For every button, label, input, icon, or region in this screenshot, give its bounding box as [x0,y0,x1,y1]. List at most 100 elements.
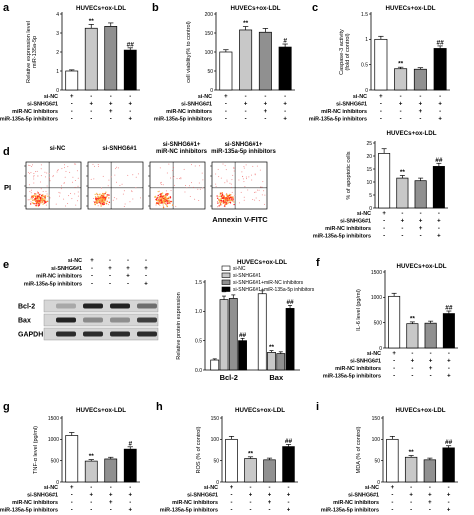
cell-dot [48,176,50,178]
condition-sign: - [410,500,412,506]
text-line: miR-NC inhibitors [156,149,208,155]
condition-sign: + [109,493,113,499]
cell-dot [161,192,163,194]
cell-dot [97,164,99,166]
significance-mark: ## [239,332,247,339]
significance-mark: ## [286,299,294,306]
cell-dot [35,171,37,173]
cell-dot [160,193,162,195]
cell-dot [218,205,220,207]
text-line: miR-135a-5p inhibitors [211,149,276,155]
cell-dot [174,184,176,186]
condition-sign: + [287,508,291,514]
condition-sign: + [411,359,415,365]
cell-dot [32,202,35,205]
bar-2 [104,26,118,91]
cell-dot [105,191,107,193]
cell-dot [194,165,196,167]
cell-dot [27,171,29,173]
protein-band [110,303,130,309]
significance-mark: ## [445,439,453,446]
condition-sign: + [128,117,132,123]
condition-sign: - [71,109,73,115]
condition-sign: - [400,109,402,115]
y-axis-label: Relative protein expression [176,292,182,359]
condition-label: si-NC [198,94,212,100]
condition-sign: - [245,109,247,115]
cell-dot [43,196,45,198]
cell-dot [220,192,222,195]
bar-3 [432,166,445,209]
cell-dot [242,176,244,178]
cell-dot [96,193,98,195]
condition-sign: + [224,94,228,100]
cell-dot [227,195,229,198]
cell-dot [102,196,105,198]
cell-dot [97,199,99,201]
cell-dot [161,202,163,204]
cell-dot [121,183,123,185]
text-line: MDA (% of control) [356,426,362,473]
band-label: GAPDH [18,332,43,339]
cell-dot [161,196,164,198]
cell-dot [60,185,62,187]
condition-sign: - [411,366,413,372]
cell-dot [45,190,47,192]
cell-dot [93,200,95,202]
cell-dot [218,198,221,201]
panel-letter: e [3,259,9,271]
flow-panel-label: si-SNHG6#1+ miR-135a-5p inhibitors [211,142,276,155]
cell-dot [242,178,244,180]
significance-mark: ** [243,20,249,27]
cell-dot [252,165,254,167]
cell-dot [163,195,165,197]
condition-label: miR-NC inhibitors [335,366,381,372]
cell-dot [35,202,37,205]
chart-title: HUVECs+ox-LDL [385,5,435,12]
cell-dot [44,201,47,204]
cell-dot [93,198,95,200]
cell-dot [173,176,175,178]
cell-dot [229,202,232,204]
cell-dot [102,197,104,200]
condition-sign: + [382,211,386,217]
condition-sign: - [383,234,385,240]
cell-dot [166,205,168,208]
cell-dot [164,198,166,201]
condition-sign: - [71,508,73,514]
bar-Bcl-2-1 [219,299,229,371]
cell-dot [165,195,167,197]
y-tick-label: 0 [56,480,59,486]
cell-dot [32,199,34,201]
cell-dot [44,171,46,173]
cell-dot [251,179,253,181]
condition-label: miR-NC inhibitors [166,109,212,115]
bar-1 [244,458,257,483]
cell-dot [238,202,240,204]
cell-dot [74,193,76,195]
cell-dot [102,200,105,202]
cell-dot [247,189,249,191]
protein-band [137,303,157,309]
condition-sign: - [129,500,131,506]
panel-letter: a [3,2,10,14]
condition-sign: - [410,485,412,491]
cell-dot [217,168,219,170]
chart-panel-c: c HUVECs+ox-LDL 0 0.5 1 1.5 Caspase-3 activity… [309,2,450,123]
cell-dot [115,168,117,170]
condition-label: si-SNHG6#1 [27,493,58,499]
condition-sign: - [380,109,382,115]
cell-dot [231,179,233,181]
condition-label: miR-NC inhibitors [36,274,82,280]
cell-dot [232,196,234,198]
cell-dot [162,204,164,206]
cell-dot [156,199,158,202]
cell-dot [40,168,42,170]
cell-dot [220,198,222,201]
cell-dot [165,190,167,192]
cell-dot [29,173,31,175]
cell-dot [255,197,257,199]
cell-dot [45,204,47,206]
cell-dot [158,200,161,203]
cell-dot [217,206,219,208]
